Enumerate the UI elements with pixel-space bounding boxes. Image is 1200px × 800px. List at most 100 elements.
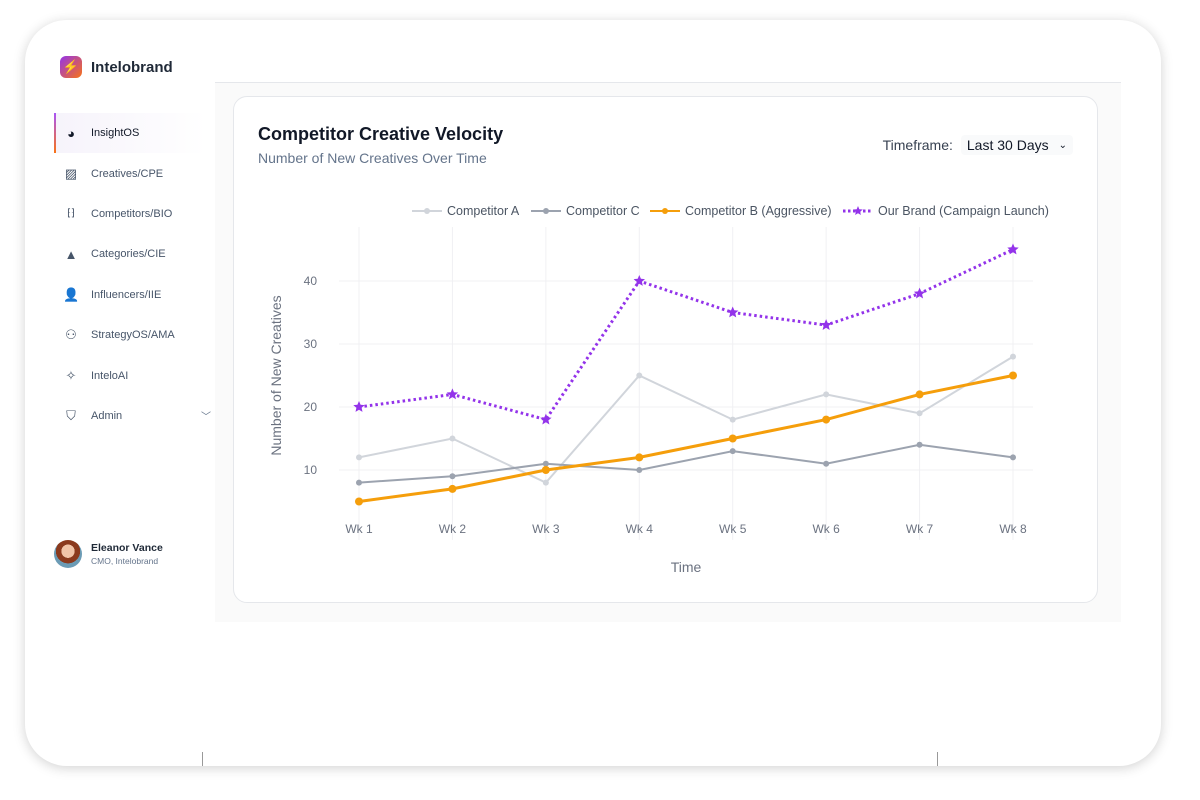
- image-icon: ▨: [64, 165, 78, 181]
- sidebar-item-inteloai[interactable]: ✧ InteloAI: [54, 355, 206, 395]
- sidebar-item-creatives[interactable]: ▨ Creatives/CPE: [54, 153, 206, 193]
- data-point: [448, 484, 457, 493]
- hierarchy-icon: ⚇: [65, 327, 77, 343]
- data-point-star: [820, 319, 832, 330]
- app-name: Intelobrand: [91, 58, 173, 76]
- sidebar-item-label: Categories/CIE: [91, 248, 166, 261]
- chart-card: Wk 1 Wk 2 Wk 3 Wk 4 Wk 5 Wk 6 Wk 7 Wk 8 10 20 30 40…: [233, 96, 1098, 603]
- x-tick-label: Wk 3: [532, 522, 560, 536]
- magic-wand-icon: ✧: [65, 367, 77, 383]
- data-point: [541, 466, 550, 474]
- sidebar-item-categories[interactable]: ▲ Categories/CIE: [54, 234, 206, 274]
- sidebar-item-label: InteloAI: [91, 369, 129, 382]
- x-tick-label: Wk 2: [439, 522, 467, 536]
- x-tick-label: Wk 1: [345, 522, 373, 536]
- data-point-star: [727, 306, 739, 318]
- divider: [202, 752, 203, 766]
- card-subtitle: Number of New Creatives Over Time: [258, 150, 487, 166]
- timeframe-value: Last 30 Days: [966, 137, 1049, 153]
- series-line: [358, 248, 1014, 422]
- sidebar-nav: ◕ InsightOS ▨ Creatives/CPE ⁅⁆ Competitors/…: [54, 113, 211, 436]
- data-point: [449, 473, 456, 480]
- user-name: Eleanor Vance: [91, 542, 163, 554]
- line-chart: Wk 1 Wk 2 Wk 3 Wk 4 Wk 5 Wk 6 Wk 7 Wk 8 10 20 30 40…: [268, 204, 1049, 575]
- sidebar-item-competitors[interactable]: ⁅⁆ Competitors/BIO: [54, 194, 206, 234]
- data-point: [449, 435, 456, 442]
- data-point-star: [633, 275, 645, 286]
- data-point: [542, 479, 549, 486]
- sidebar-item-influencers[interactable]: 👤 Influencers/IIE: [54, 275, 206, 315]
- legend-marker: [662, 208, 668, 214]
- sidebar-item-label: Competitors/BIO: [91, 207, 173, 220]
- pie-chart-icon: ◕: [67, 125, 75, 141]
- sidebar-item-label: InsightOS: [91, 127, 140, 140]
- legend-label: Competitor B (Aggressive): [685, 204, 832, 218]
- data-point: [636, 372, 643, 379]
- data-point: [729, 448, 736, 455]
- lightning-icon: ⚡: [60, 56, 82, 78]
- data-point: [542, 460, 549, 467]
- data-point: [636, 467, 643, 473]
- series-line: [358, 355, 1014, 484]
- logo[interactable]: ⚡ Intelobrand: [60, 56, 173, 78]
- data-point: [1010, 454, 1016, 461]
- user-profile[interactable]: Eleanor Vance CMO, Intelobrand: [54, 540, 163, 568]
- data-point: [822, 415, 831, 424]
- user-check-icon: 👤: [63, 286, 80, 302]
- user-role: CMO, Intelobrand: [91, 556, 159, 566]
- x-tick-label: Wk 4: [626, 522, 654, 536]
- data-point: [356, 454, 362, 461]
- sidebar-item-label: Admin: [91, 409, 123, 422]
- timeframe-select[interactable]: Last 30 Days ⌄: [960, 135, 1073, 155]
- chevron-down-icon[interactable]: ﹀: [201, 412, 211, 424]
- group-scan-icon: ⁅⁆: [67, 208, 75, 220]
- series-line: [358, 374, 1014, 503]
- sidebar-item-label: Influencers/IIE: [91, 288, 162, 301]
- legend-star-icon: [853, 206, 863, 215]
- data-point-star: [1007, 243, 1019, 255]
- y-axis-label: Number of New Creatives: [268, 295, 284, 455]
- y-tick-label: 40: [304, 274, 318, 288]
- data-point: [1009, 371, 1017, 380]
- data-point: [356, 479, 362, 486]
- data-point-star: [353, 401, 365, 412]
- sidebar-item-label: Creatives/CPE: [91, 167, 164, 180]
- legend-label: Competitor C: [566, 204, 640, 218]
- data-point: [916, 441, 923, 448]
- data-point-star: [540, 413, 552, 425]
- x-tick-label: Wk 8: [999, 522, 1027, 536]
- data-point: [729, 416, 736, 423]
- data-point: [916, 410, 923, 417]
- sidebar-item-label: StrategyOS/AMA: [91, 329, 175, 342]
- data-point: [1010, 353, 1016, 360]
- data-point: [915, 390, 924, 399]
- legend-marker: [543, 208, 549, 214]
- x-tick-label: Wk 7: [906, 522, 934, 536]
- data-point: [823, 460, 830, 467]
- shapes-icon: ▲: [64, 246, 78, 262]
- sidebar-item-strategyos[interactable]: ⚇ StrategyOS/AMA: [54, 315, 206, 355]
- header-divider: [215, 82, 1121, 83]
- x-tick-label: Wk 5: [719, 522, 747, 536]
- timeframe-filter: Timeframe: Last 30 Days ⌄: [883, 135, 1073, 155]
- series-line: [358, 443, 1014, 484]
- avatar: [54, 540, 82, 568]
- sidebar-item-insightos[interactable]: ◕ InsightOS: [54, 113, 206, 154]
- data-point: [635, 453, 644, 462]
- card-title: Competitor Creative Velocity: [258, 124, 504, 144]
- divider: [937, 752, 938, 766]
- data-point: [823, 391, 830, 398]
- data-point: [728, 434, 737, 443]
- y-tick-label: 20: [304, 400, 318, 414]
- legend-label: Our Brand (Campaign Launch): [878, 204, 1049, 218]
- app-window: ⚡ Intelobrand ◕ InsightOS ▨ Creatives/CPE …: [25, 20, 1161, 766]
- legend-label: Competitor A: [447, 204, 520, 218]
- timeframe-label: Timeframe:: [882, 137, 953, 153]
- data-point-star: [913, 287, 926, 299]
- sidebar-item-admin[interactable]: ⛉ Admin ﹀: [54, 396, 211, 436]
- chevron-down-icon: ⌄: [1058, 139, 1067, 151]
- data-point-star: [446, 388, 459, 400]
- x-axis-label: Time: [671, 559, 702, 575]
- shield-icon: ⛉: [66, 407, 76, 423]
- y-tick-label: 30: [304, 337, 318, 351]
